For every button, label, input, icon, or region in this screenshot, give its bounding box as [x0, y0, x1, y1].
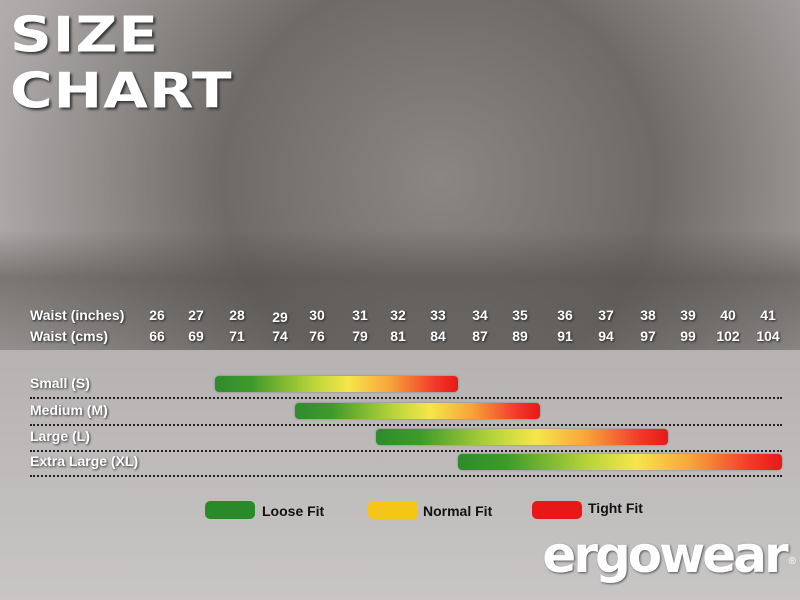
waist-inch-value: 29 [272, 309, 288, 325]
size-label: Extra Large (XL) [30, 453, 139, 469]
size-label: Small (S) [30, 375, 90, 391]
waist-cm-value: 69 [188, 328, 204, 344]
legend-label: Tight Fit [588, 500, 643, 516]
registered-mark: ® [788, 556, 796, 567]
legend-swatch [205, 501, 255, 519]
size-range-bar [458, 454, 782, 470]
waist-inch-value: 32 [390, 307, 406, 323]
ergowear-logo: ergowear [542, 526, 788, 584]
waist-cm-value: 91 [557, 328, 573, 344]
waist-inch-value: 38 [640, 307, 656, 323]
waist-cm-value: 94 [598, 328, 614, 344]
waist-inch-value: 39 [680, 307, 696, 323]
waist-inch-value: 34 [472, 307, 488, 323]
waist-inch-value: 35 [512, 307, 528, 323]
waist-inch-value: 40 [720, 307, 736, 323]
size-label: Large (L) [30, 428, 90, 444]
size-range-bar [215, 376, 458, 392]
waist-inch-value: 31 [352, 307, 368, 323]
row-divider [30, 424, 782, 426]
waist-cm-value: 79 [352, 328, 368, 344]
waist-cm-value: 74 [272, 328, 288, 344]
waist-cm-value: 87 [472, 328, 488, 344]
waist-cm-value: 84 [430, 328, 446, 344]
waist-inch-value: 28 [229, 307, 245, 323]
waist-inch-value: 27 [188, 307, 204, 323]
waist-cm-value: 89 [512, 328, 528, 344]
size-range-bar [295, 403, 540, 419]
legend-label: Normal Fit [423, 503, 493, 519]
size-label: Medium (M) [30, 402, 108, 418]
waist-inch-value: 36 [557, 307, 573, 323]
waist-cm-value: 102 [716, 328, 740, 344]
legend-swatch [368, 501, 418, 519]
waist-cm-value: 81 [390, 328, 406, 344]
title-line-1: SIZE [10, 5, 160, 64]
row-divider [30, 397, 782, 399]
waist-cm-value: 76 [309, 328, 325, 344]
waist-cm-value: 99 [680, 328, 696, 344]
size-range-bar [376, 429, 668, 445]
background-photo [0, 230, 800, 350]
logo: ergowear ® [542, 528, 796, 582]
waist-inch-value: 41 [760, 307, 776, 323]
legend-label: Loose Fit [262, 503, 325, 519]
waist-inches-label: Waist (inches) [30, 307, 125, 323]
waist-cm-value: 66 [149, 328, 165, 344]
title-line-2: CHART [10, 61, 233, 120]
waist-inch-value: 26 [149, 307, 165, 323]
waist-inch-value: 30 [309, 307, 325, 323]
waist-inch-value: 33 [430, 307, 446, 323]
waist-inch-value: 37 [598, 307, 614, 323]
row-divider [30, 450, 782, 452]
legend-swatch [532, 501, 582, 519]
waist-cm-value: 104 [756, 328, 780, 344]
waist-cm-value: 71 [229, 328, 245, 344]
row-divider [30, 475, 782, 477]
waist-cm-value: 97 [640, 328, 656, 344]
waist-cms-label: Waist (cms) [30, 328, 109, 344]
